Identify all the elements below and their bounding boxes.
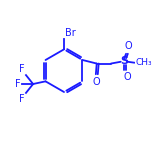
Text: O: O [125,41,133,51]
Text: F: F [19,94,25,104]
Text: Br: Br [65,28,76,38]
Text: S: S [120,56,128,66]
Text: O: O [123,73,131,82]
Text: F: F [19,64,25,74]
Text: F: F [15,79,21,89]
Text: O: O [93,77,100,87]
Text: CH₃: CH₃ [136,58,152,67]
